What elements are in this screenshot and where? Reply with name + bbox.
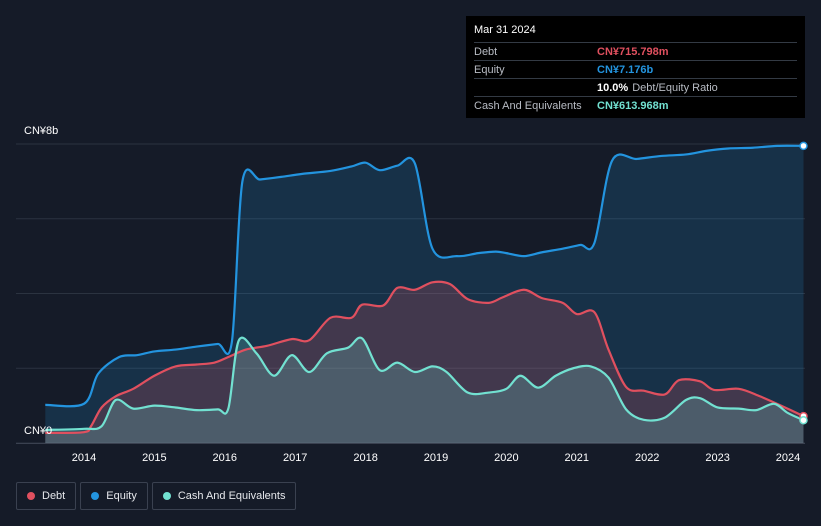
series-endpoint-cash-and-equivalents xyxy=(799,415,808,425)
x-tick-label: 2018 xyxy=(353,452,377,464)
y-tick-label-top: CN¥8b xyxy=(24,125,58,137)
x-tick-label: 2020 xyxy=(494,452,518,464)
tooltip: Mar 31 2024 Debt CN¥715.798m Equity CN¥7… xyxy=(466,16,805,118)
x-tick-label: 2015 xyxy=(142,452,166,464)
legend-debt-dot-icon xyxy=(27,492,35,500)
tooltip-cash-label: Cash And Equivalents xyxy=(474,99,582,112)
tooltip-debt-value: CN¥715.798m xyxy=(597,45,669,58)
legend-cash-label: Cash And Equivalents xyxy=(177,490,286,502)
x-tick-label: 2024 xyxy=(776,452,800,464)
series-area-debt xyxy=(45,281,804,443)
tooltip-equity-label: Equity xyxy=(474,63,505,76)
legend-item-debt[interactable]: Debt xyxy=(16,482,77,510)
tooltip-row-ratio: 10.0% Debt/Equity Ratio xyxy=(474,78,797,96)
x-tick-label: 2014 xyxy=(72,452,96,464)
x-tick-label: 2022 xyxy=(635,452,659,464)
x-tick-label: 2023 xyxy=(705,452,729,464)
tooltip-ratio-value: 10.0% xyxy=(597,81,629,94)
axis-labels: 2014 2015 2016 2017 2018 2019 2020 2021 2022 2023… xyxy=(24,125,800,464)
series-endpoint-equity xyxy=(799,141,808,151)
series-line-equity xyxy=(45,144,804,408)
tooltip-debt-label: Debt xyxy=(474,45,498,58)
tooltip-ratio-caption: Debt/Equity Ratio xyxy=(632,81,718,94)
x-tick-label: 2017 xyxy=(283,452,307,464)
legend-cash-dot-icon xyxy=(162,492,171,500)
tooltip-row-debt: Debt CN¥715.798m xyxy=(474,42,797,60)
legend-equity-dot-icon xyxy=(91,492,100,500)
tooltip-date: Mar 31 2024 xyxy=(474,24,536,36)
gridlines xyxy=(16,143,805,444)
tooltip-row-equity: Equity CN¥7.176b xyxy=(474,60,797,78)
legend-item-equity[interactable]: Equity xyxy=(80,482,148,510)
tooltip-equity-value: CN¥7.176b xyxy=(597,63,654,76)
x-tick-label: 2019 xyxy=(424,452,448,464)
x-tick-label: 2021 xyxy=(565,452,589,464)
series-endpoints xyxy=(799,141,808,425)
legend: Debt Equity Cash And Equivalents xyxy=(16,482,300,510)
tooltip-cash-value: CN¥613.968m xyxy=(597,99,669,112)
series-line-debt xyxy=(45,280,804,435)
tooltip-row-cash: Cash And Equivalents CN¥613.968m xyxy=(474,96,797,114)
series-line-cash-and-equivalents xyxy=(45,336,804,432)
legend-debt-label: Debt xyxy=(42,490,66,502)
legend-item-cash[interactable]: Cash And Equivalents xyxy=(151,482,297,510)
legend-equity-label: Equity xyxy=(106,490,137,502)
y-tick-label-bottom: CN¥0 xyxy=(24,425,52,437)
x-tick-label: 2016 xyxy=(213,452,237,464)
series-lines xyxy=(45,144,804,435)
